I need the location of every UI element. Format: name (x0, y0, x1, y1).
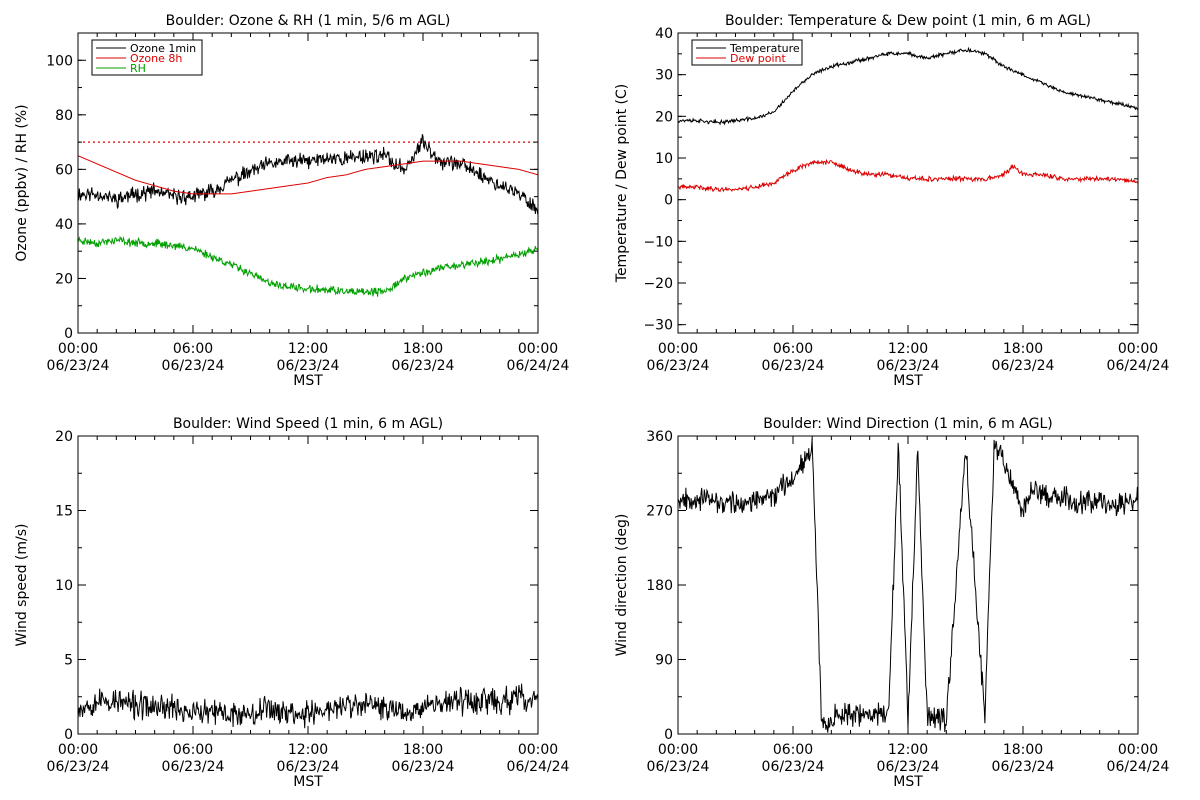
x-tick-label-date: 06/23/24 (762, 358, 825, 374)
plot-frame (677, 435, 1139, 735)
x-tick-label-time: 12:00 (288, 341, 328, 357)
series-wind-direction (678, 438, 1138, 733)
y-tick-label: 40 (55, 217, 73, 233)
y-tick-label: 20 (55, 429, 73, 445)
x-tick-label-date: 06/23/24 (392, 358, 455, 374)
series-temperature (678, 46, 1138, 126)
y-tick-label: 0 (664, 193, 673, 209)
x-tick-label-date: 06/24/24 (1107, 358, 1170, 374)
x-tick-label-time: 00:00 (518, 742, 558, 758)
x-tick-label-date: 06/23/24 (277, 759, 340, 775)
x-tick-label-date: 06/23/24 (992, 759, 1055, 775)
y-tick-label: 10 (655, 151, 673, 167)
y-tick-label: 0 (664, 727, 673, 743)
chart-panel-ozone-rh: Boulder: Ozone & RH (1 min, 5/6 m AGL) 0 2… (14, 13, 570, 389)
y-tick-label: 360 (646, 429, 673, 445)
y-tick-label: 0 (64, 727, 73, 743)
y-tick-label: 90 (655, 653, 673, 669)
y-axis-label: Ozone (ppbv) / RH (%) (14, 104, 30, 261)
x-tick-label-date: 06/23/24 (647, 759, 710, 775)
x-tick-label-time: 00:00 (518, 341, 558, 357)
x-tick-label-time: 00:00 (1118, 742, 1158, 758)
x-tick-label-date: 06/23/24 (47, 358, 110, 374)
y-tick-label: −20 (643, 276, 673, 292)
x-tick-label-time: 12:00 (888, 341, 928, 357)
x-tick-label-time: 12:00 (288, 742, 328, 758)
x-tick-label-time: 00:00 (658, 341, 698, 357)
x-tick-label-time: 00:00 (658, 742, 698, 758)
chart-panel-temperature-dewpoint: Boulder: Temperature & Dew point (1 min,… (614, 13, 1170, 389)
chart-panel-wind-speed: Boulder: Wind Speed (1 min, 6 m AGL) 0 5 10… (14, 416, 570, 790)
x-tick-label-date: 06/23/24 (277, 358, 340, 374)
x-axis-label: MST (893, 774, 923, 790)
y-axis-label: Temperature / Dew point (C) (614, 84, 630, 283)
series-dew-point (678, 158, 1138, 193)
y-tick-label: 40 (655, 26, 673, 42)
x-tick-label-date: 06/23/24 (47, 759, 110, 775)
y-tick-label: 15 (55, 504, 73, 520)
x-tick-label-time: 18:00 (1003, 742, 1043, 758)
x-tick-label-date: 06/23/24 (162, 358, 225, 374)
x-tick-label-date: 06/23/24 (647, 358, 710, 374)
x-tick-label-time: 18:00 (403, 341, 443, 357)
x-tick-label-time: 06:00 (773, 341, 813, 357)
x-tick-label-date: 06/23/24 (992, 358, 1055, 374)
series-rh (78, 235, 538, 297)
y-tick-label: 270 (646, 504, 673, 520)
x-tick-label-time: 18:00 (1003, 341, 1043, 357)
x-axis-label: MST (893, 373, 923, 389)
x-tick-label-date: 06/23/24 (392, 759, 455, 775)
y-axis-label: Wind direction (deg) (614, 514, 630, 657)
y-tick-label: 60 (55, 162, 73, 178)
legend-entry: Dew point (730, 52, 786, 65)
plot-frame (677, 32, 1139, 334)
x-axis-label: MST (293, 373, 323, 389)
series-ozone-8h (78, 155, 538, 195)
y-tick-label: −30 (643, 318, 673, 334)
y-tick-label: 10 (55, 578, 73, 594)
legend-box (691, 39, 803, 66)
y-tick-label: 0 (64, 326, 73, 342)
x-tick-label-time: 06:00 (773, 742, 813, 758)
y-tick-label: −10 (643, 234, 673, 250)
chart-title: Boulder: Ozone & RH (1 min, 5/6 m AGL) (166, 13, 451, 29)
y-tick-label: 180 (646, 578, 673, 594)
x-tick-label-time: 00:00 (58, 341, 98, 357)
x-tick-label-time: 12:00 (888, 742, 928, 758)
y-tick-label: 20 (55, 271, 73, 287)
x-tick-label-date: 06/23/24 (162, 759, 225, 775)
y-axis-label: Wind speed (m/s) (14, 524, 30, 647)
chart-title: Boulder: Wind Direction (1 min, 6 m AGL) (763, 416, 1052, 432)
x-tick-label-time: 06:00 (173, 341, 213, 357)
x-tick-label-time: 00:00 (1118, 341, 1158, 357)
y-tick-label: 20 (655, 109, 673, 125)
x-tick-label-date: 06/24/24 (507, 358, 570, 374)
x-tick-label-time: 18:00 (403, 742, 443, 758)
legend-entry: Temperature (729, 42, 800, 55)
y-tick-label: 100 (46, 53, 73, 69)
x-tick-label-date: 06/23/24 (762, 759, 825, 775)
y-tick-label: 5 (64, 653, 73, 669)
chart-panel-wind-direction: Boulder: Wind Direction (1 min, 6 m AGL)… (614, 416, 1170, 790)
series-ozone-1min (78, 134, 538, 216)
x-tick-label-date: 06/23/24 (877, 358, 940, 374)
legend-entry: RH (130, 62, 146, 75)
x-tick-label-time: 06:00 (173, 742, 213, 758)
legend-entry: Ozone 8h (130, 52, 182, 65)
y-tick-label: 80 (55, 108, 73, 124)
x-tick-label-date: 06/24/24 (507, 759, 570, 775)
x-tick-label-date: 06/23/24 (877, 759, 940, 775)
chart-title: Boulder: Temperature & Dew point (1 min,… (725, 13, 1091, 29)
x-axis-label: MST (293, 774, 323, 790)
x-tick-label-date: 06/24/24 (1107, 759, 1170, 775)
plot-frame (77, 435, 539, 735)
x-tick-label-time: 00:00 (58, 742, 98, 758)
series-wind-speed (78, 683, 538, 729)
y-tick-label: 30 (655, 68, 673, 84)
chart-title: Boulder: Wind Speed (1 min, 6 m AGL) (173, 416, 443, 432)
legend-entry: Ozone 1min (130, 42, 196, 55)
